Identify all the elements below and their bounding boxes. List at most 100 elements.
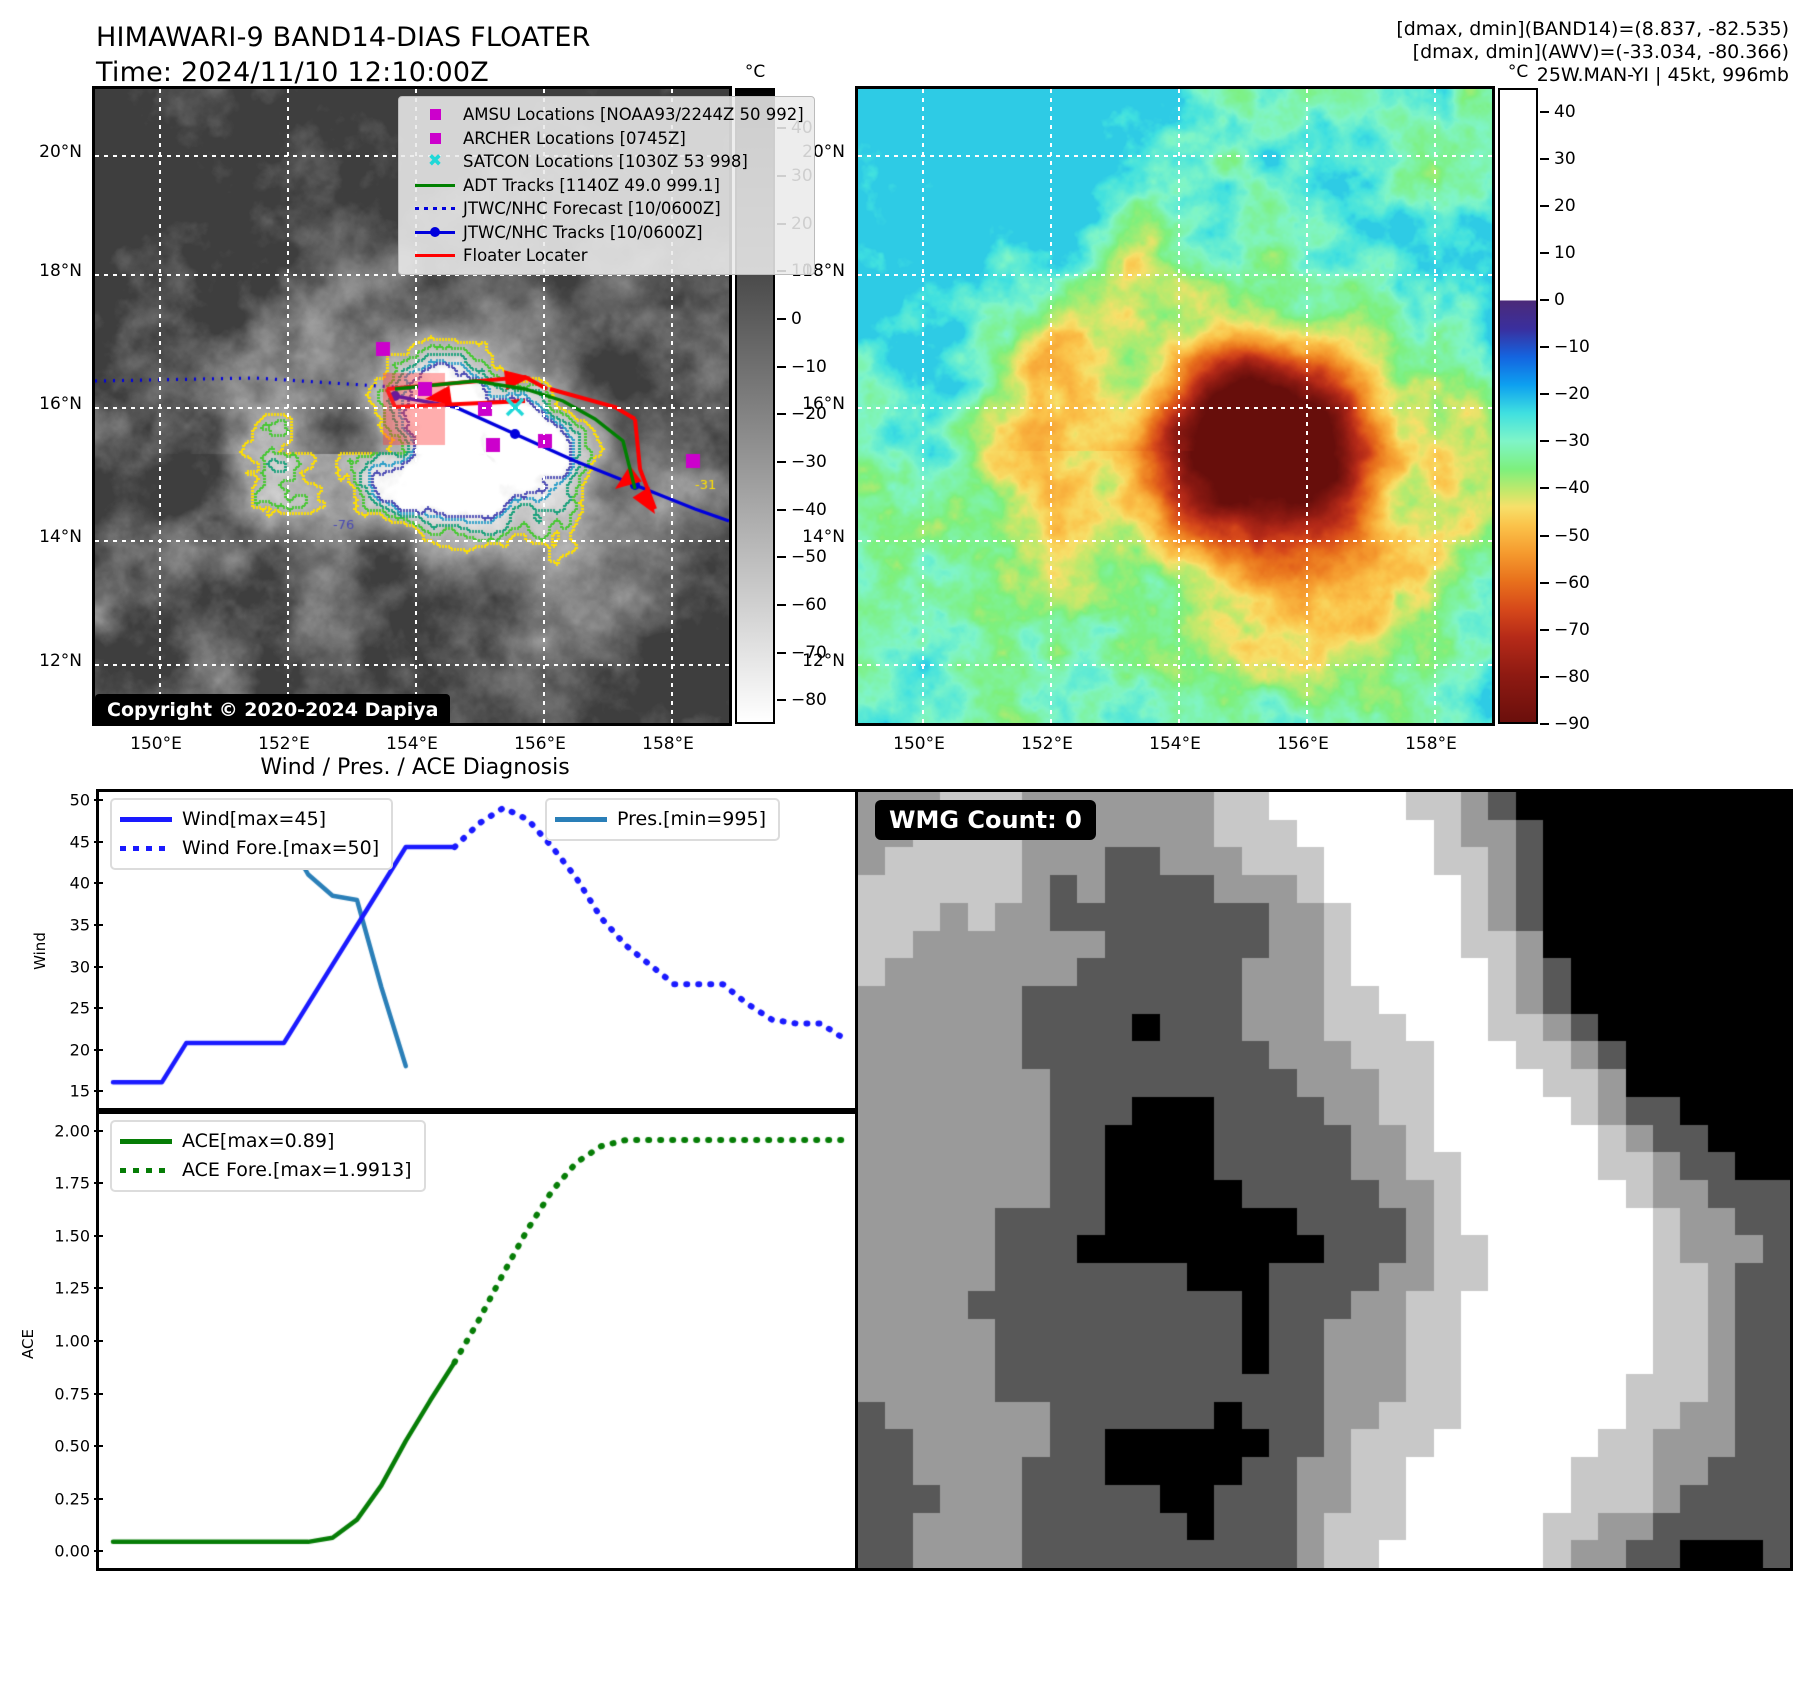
legend-item-floater-locater: Floater Locater [407,244,804,268]
legend-label: ACE Fore.[max=1.9913] [182,1159,412,1181]
legend-label: JTWC/NHC Forecast [10/0600Z] [463,199,721,218]
ir-ytick: 18°N [39,261,82,281]
copyright-badge: Copyright © 2020-2024 Dapiya [95,694,451,726]
wind-chart-legend: Wind[max=45] Wind Fore.[max=50] [110,798,394,870]
axis-tick-label: 1.75 [54,1173,90,1193]
axis-tick-mark [94,924,103,927]
axis-tick-mark [94,1550,103,1553]
title-line-2: Time: 2024/11/10 12:10:00Z [96,57,489,88]
title-line-1: HIMAWARI-9 BAND14-DIAS FLOATER [96,22,591,53]
awv-xtick: 154°E [1149,734,1201,754]
axis-tick-mark [94,882,103,885]
axis-tick-mark [94,1048,103,1051]
colorbar-tick-label: −60 [1554,572,1590,593]
colorbar-tick-label: −90 [1554,714,1590,734]
awv-colorbar [1498,88,1538,724]
colorbar-tick-mark [1540,487,1549,490]
legend-label: AMSU Locations [NOAA93/2244Z 50 992] [463,105,804,124]
awv-xtick: 152°E [1021,734,1073,754]
colorbar-tick-label: −10 [791,356,827,377]
legend-label: Pres.[min=995] [617,808,766,830]
colorbar-tick-label: 0 [1554,290,1565,310]
legend-item-satcon: ✖ SATCON Locations [1030Z 53 998] [407,150,804,174]
square-marker-icon [407,132,463,144]
axis-tick-label: 1.00 [54,1331,90,1351]
legend-label: JTWC/NHC Tracks [10/0600Z] [463,222,703,242]
colorbar-tick-mark [1540,628,1549,631]
colorbar-tick-mark [1540,675,1549,678]
legend-item-archer: ARCHER Locations [0745Z] [407,127,804,151]
colorbar-tick-mark [1540,110,1549,113]
colorbar-tick-mark [1540,581,1549,584]
colorbar-tick-label: −80 [791,690,827,711]
dotted-line-icon [120,846,182,851]
ace-chart[interactable] [96,1111,860,1571]
ir-ytick: 14°N [39,527,82,547]
x-marker-icon: ✖ [427,151,443,172]
colorbar-tick-mark [777,603,786,606]
axis-tick-label: 0.75 [54,1384,90,1404]
awv-ytick: 16°N [802,394,845,414]
colorbar-tick-mark [777,413,786,416]
square-marker-icon [407,109,463,121]
ir-ytick: 20°N [39,142,82,162]
colorbar-tick-label: 0 [791,309,802,330]
ir-ytick: 12°N [39,651,82,671]
axis-tick-label: 2.00 [54,1121,90,1141]
axis-tick-mark [94,1392,103,1395]
wmg-image [858,792,1790,1568]
colorbar-tick-mark [1540,393,1549,396]
axis-tick-label: 0.00 [54,1541,90,1561]
ir-colorbar-unit: °C [744,62,766,82]
colorbar-tick-label: −50 [1554,525,1590,546]
awv-ytick: 12°N [802,651,845,671]
axis-tick-mark [94,1182,103,1185]
diagnosis-panel-title: Wind / Pres. / ACE Diagnosis [260,755,570,780]
ace-axis-title: ACE [19,1329,37,1359]
colorbar-tick-label: −30 [791,451,827,472]
dotted-line-icon [407,207,463,211]
colorbar-tick-mark [1540,251,1549,254]
solid-line-icon [407,254,463,258]
colorbar-tick-label: −30 [1554,431,1590,452]
awv-xtick: 158°E [1405,734,1457,754]
colorbar-tick-label: −20 [1554,384,1590,405]
awv-ytick: 14°N [802,527,845,547]
colorbar-tick-label: 40 [1554,101,1576,122]
legend-label: ADT Tracks [1140Z 49.0 999.1] [463,175,720,195]
legend-item-ace: ACE[max=0.89] [120,1127,412,1156]
legend-label: Wind[max=45] [182,808,327,830]
colorbar-tick-mark [1540,299,1549,301]
colorbar-tick-label: −70 [791,642,827,663]
colorbar-tick-mark [1540,534,1549,537]
colorbar-tick-mark [777,556,786,559]
colorbar-tick-label: −80 [1554,666,1590,687]
colorbar-tick-label: −60 [791,594,827,615]
solid-line-icon [555,817,617,822]
axis-tick-mark [94,1007,103,1010]
ir-map-legend: AMSU Locations [NOAA93/2244Z 50 992] ARC… [398,96,815,275]
legend-label: ACE[max=0.89] [182,1130,335,1152]
ir-xtick: 150°E [130,734,182,754]
axis-tick-mark [94,1497,103,1500]
colorbar-tick-mark [1540,204,1549,207]
legend-item-pressure: Pres.[min=995] [555,805,766,834]
axis-tick-label: 45 [69,832,90,852]
solid-line-icon [120,817,182,822]
colorbar-tick-mark [1540,346,1549,349]
colorbar-tick-mark [777,508,786,511]
awv-xtick: 150°E [893,734,945,754]
page-title: HIMAWARI-9 BAND14-DIAS FLOATER Time: 2024… [96,20,591,90]
axis-tick-label: 1.25 [54,1278,90,1298]
axis-tick-label: 35 [69,915,90,935]
axis-tick-mark [94,1090,103,1093]
wmg-panel[interactable] [855,789,1793,1571]
colorbar-tick-mark [777,460,786,463]
awv-enhanced-map[interactable] [855,86,1495,726]
awv-xtick: 156°E [1277,734,1329,754]
legend-item-wind-forecast: Wind Fore.[max=50] [120,834,379,863]
pressure-chart-legend: Pres.[min=995] [545,798,780,841]
axis-tick-label: 0.25 [54,1489,90,1509]
ir-ytick: 16°N [39,394,82,414]
